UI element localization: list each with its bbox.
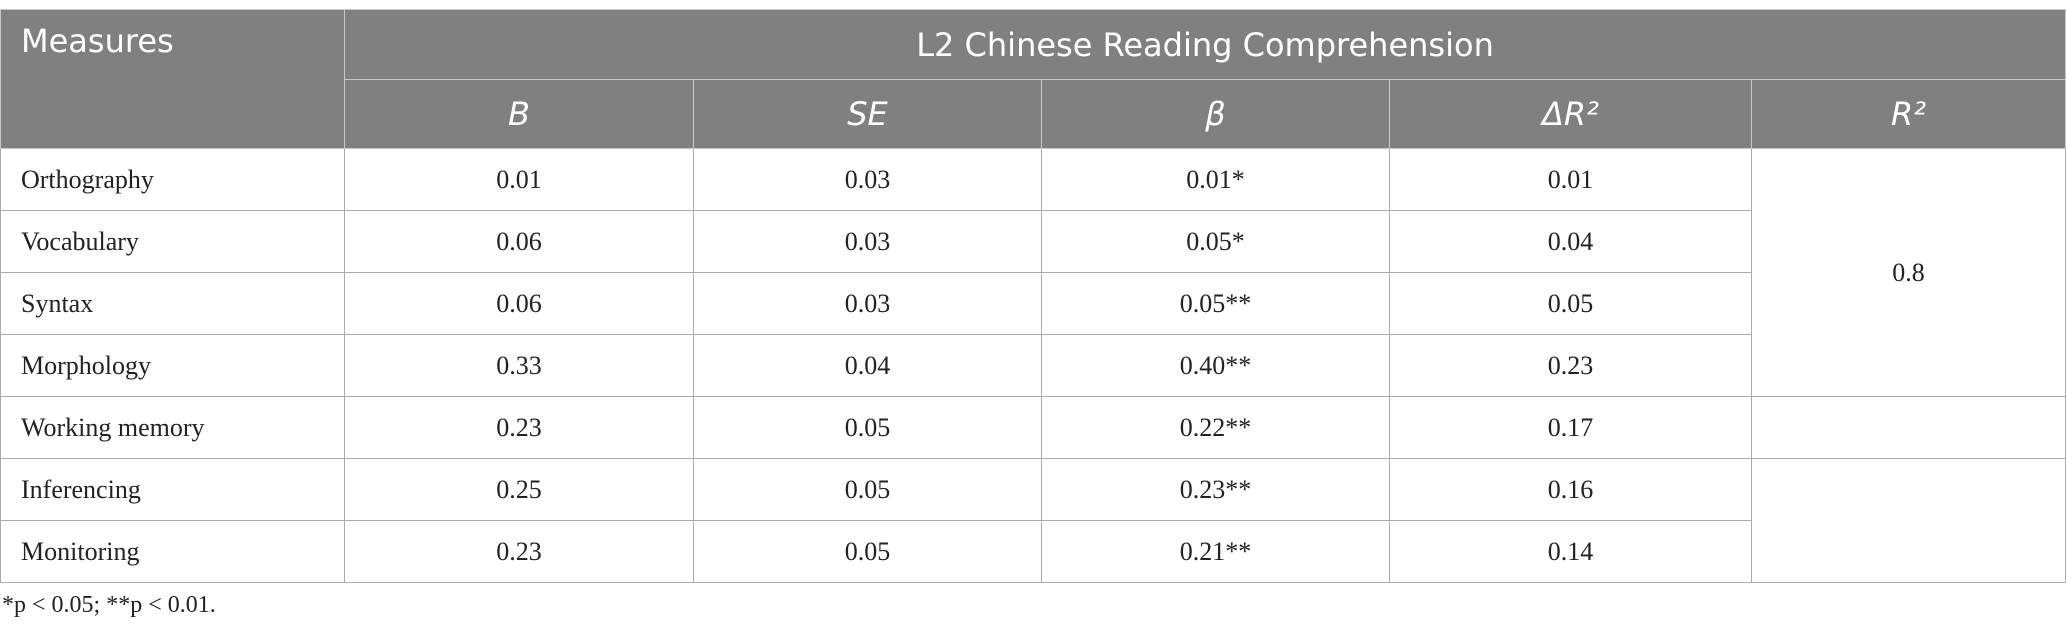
table-row: Working memory 0.23 0.05 0.22** 0.17 <box>0 396 2066 459</box>
table-cell: 0.16 <box>1389 458 1752 521</box>
table-cell: 0.23 <box>1389 334 1752 397</box>
table-cell: 0.05* <box>1041 210 1390 273</box>
table-cell: Morphology <box>0 334 345 397</box>
header-cell: R² <box>1750 79 2066 149</box>
table-row: Monitoring 0.23 0.05 0.21** 0.14 <box>0 520 2066 583</box>
table-row: Morphology 0.33 0.04 0.40** 0.23 <box>0 334 2066 397</box>
table-cell: 0.01 <box>1389 148 1752 211</box>
table-cell: Inferencing <box>0 458 345 521</box>
header-cell: SE <box>693 79 1042 149</box>
table-cell: 0.22** <box>1041 396 1390 459</box>
table-cell: Orthography <box>0 148 345 211</box>
table-cell: Working memory <box>0 396 345 459</box>
table-cell: 0.04 <box>693 334 1042 397</box>
table-cell: 0.23 <box>344 396 694 459</box>
table-cell: 0.04 <box>1389 210 1752 273</box>
table-cell: 0.05 <box>693 396 1042 459</box>
table-cell: 0.33 <box>344 334 694 397</box>
table-cell: 0.05 <box>693 520 1042 583</box>
table-cell: Syntax <box>0 272 345 335</box>
results-table: Measures L2 Chinese Reading Comprehensio… <box>0 9 2066 583</box>
table-cell: 0.21** <box>1041 520 1390 583</box>
table-cell: 0.25 <box>344 458 694 521</box>
table-row: Orthography 0.01 0.03 0.01* 0.01 0.8 <box>0 148 2066 397</box>
table-cell: 0.05 <box>693 458 1042 521</box>
table-cell: 0.8 <box>1750 148 2066 397</box>
table-cell: 0.14 <box>1389 520 1752 583</box>
table-cell: 0.23 <box>344 520 694 583</box>
table-cell: 0.23** <box>1041 458 1390 521</box>
table-cell: 0.06 <box>344 272 694 335</box>
table-cell: Monitoring <box>0 520 345 583</box>
table-cell <box>1750 458 2066 583</box>
header-cell: L2 Chinese Reading Comprehension <box>343 9 2066 80</box>
header-cell: Measures <box>0 9 345 149</box>
table-cell: 0.06 <box>344 210 694 273</box>
table-cell: 0.05 <box>1389 272 1752 335</box>
table-row: Inferencing 0.25 0.05 0.23** 0.16 <box>0 458 2066 583</box>
table-cell: 0.40** <box>1041 334 1390 397</box>
table-cell: 0.01 <box>344 148 694 211</box>
header-cell: B <box>344 79 694 149</box>
table-cell: 0.17 <box>1389 396 1752 459</box>
header-cell: β <box>1041 79 1390 149</box>
table-row: Syntax 0.06 0.03 0.05** 0.05 <box>0 272 2066 335</box>
table-cell <box>1750 396 2066 459</box>
table-cell: 0.03 <box>693 210 1042 273</box>
table-cell: Vocabulary <box>0 210 345 273</box>
footnote: *p < 0.05; **p < 0.01. <box>2 592 216 618</box>
table-cell: 0.05** <box>1041 272 1390 335</box>
table-cell: 0.01* <box>1041 148 1390 211</box>
table-cell: 0.03 <box>693 272 1042 335</box>
header-cell: ΔR² <box>1389 79 1752 149</box>
table-cell: 0.03 <box>693 148 1042 211</box>
